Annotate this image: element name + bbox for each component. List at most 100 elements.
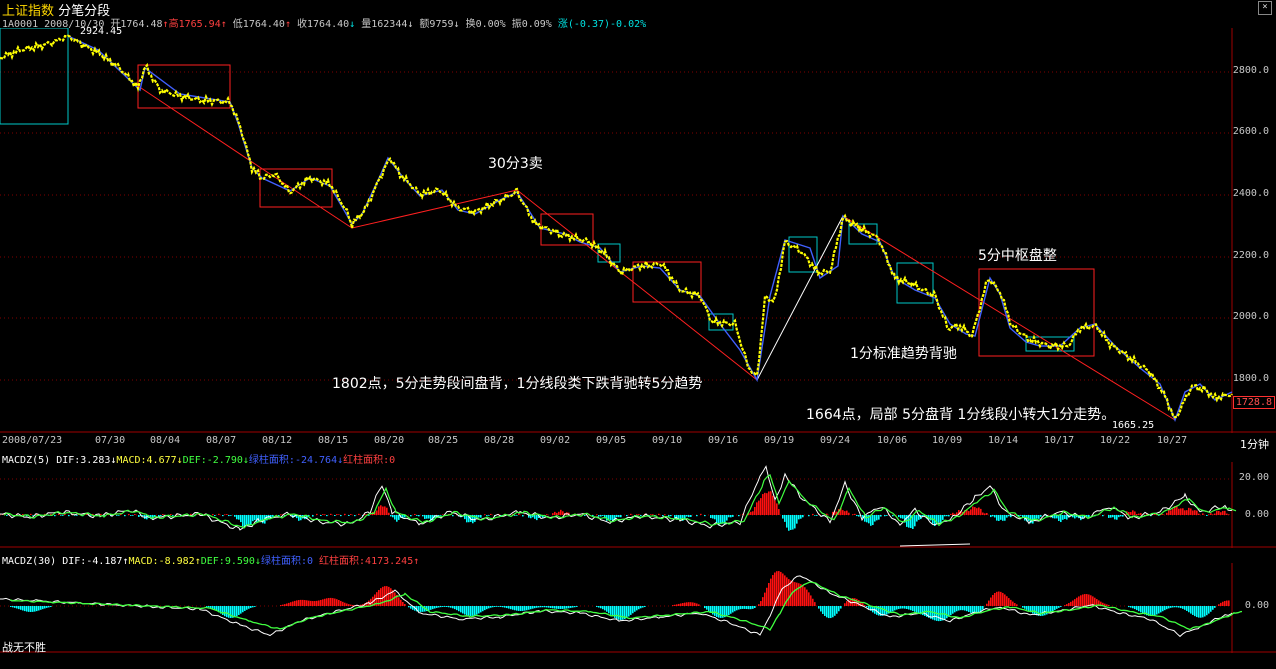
histogram-bar [1170,606,1172,608]
histogram-bar [1188,606,1190,613]
histogram-bar [1108,604,1110,606]
histogram-bar [672,605,674,606]
histogram-bar [792,515,794,530]
histogram-bar [1076,597,1078,606]
histogram-bar [1058,606,1060,608]
histogram-bar [816,515,818,516]
histogram-bar [518,606,520,611]
histogram-bar [1014,514,1016,515]
histogram-bar [6,515,8,516]
histogram-bar [230,606,232,618]
histogram-bar [490,513,492,515]
histogram-bar [1212,514,1214,515]
histogram-bar [238,606,240,615]
histogram-bar [790,515,792,530]
histogram-bar [44,606,46,609]
histogram-bar [390,588,392,606]
histogram-bar [572,606,574,608]
histogram-bar [462,606,464,614]
histogram-bar [1164,606,1166,611]
macd5-chart[interactable] [0,462,1276,548]
turnover-value: 换0.00% [465,19,506,30]
quote-bar: 1A0001 2008/10/30 开1764.48↑高1765.94↑ 低17… [2,15,646,30]
histogram-bar [544,606,546,608]
histogram-bar [946,515,948,517]
histogram-bar [1006,515,1008,518]
histogram-bar [1168,510,1170,515]
histogram-bar [956,606,958,612]
histogram-bar [598,606,600,608]
macd5-dea-line [3,474,1237,529]
histogram-bar [1192,510,1194,515]
x-tick: 08/07 [206,435,237,446]
histogram-bar [872,515,874,526]
histogram-bar [1112,515,1114,518]
histogram-bar [1192,606,1194,615]
histogram-bar [1078,596,1080,606]
histogram-bar [1056,606,1058,609]
marker-line [899,543,971,547]
histogram-bar [240,515,242,523]
main-chart[interactable] [0,28,1276,433]
histogram-bar [22,514,24,515]
histogram-bar [644,606,646,608]
down-arrow-icon: ↓ [110,455,117,466]
histogram-bar [992,515,994,517]
histogram-bar [966,509,968,515]
histogram-bar [844,511,846,515]
histogram-bar [284,604,286,606]
histogram-bar [954,606,956,613]
histogram-bar [528,515,530,518]
histogram-bar [76,515,78,516]
histogram-bar [1220,602,1222,606]
histogram-bar [876,515,878,521]
histogram-bar [1088,515,1090,518]
histogram-bar [862,515,864,519]
histogram-bar [986,603,988,606]
histogram-bar [774,500,776,515]
histogram-bar [1130,606,1132,608]
histogram-bar [1000,591,1002,606]
histogram-bar [1034,515,1036,521]
histogram-bar [618,515,620,518]
histogram-bar [924,606,926,616]
histogram-bar [680,603,682,606]
histogram-bar [620,606,622,620]
histogram-bar [726,606,728,617]
histogram-bar [804,587,806,606]
period-label[interactable]: 1分钟 [1240,438,1269,451]
histogram-bar [1226,513,1228,515]
histogram-bar [38,606,40,611]
histogram-bar [930,515,932,521]
histogram-bar [1176,606,1178,608]
histogram-bar [818,606,820,609]
histogram-bar [220,606,222,614]
histogram-bar [1102,602,1104,606]
histogram-bar [982,512,984,515]
histogram-bar [326,598,328,606]
histogram-bar [302,599,304,606]
close-icon[interactable]: × [1258,1,1272,15]
macd30-chart[interactable] [0,563,1276,653]
histogram-bar [692,602,694,606]
histogram-bar [1148,606,1150,616]
histogram-bar [298,515,300,521]
histogram-bar [972,606,974,614]
histogram-bar [248,515,250,526]
histogram-bar [236,606,238,617]
histogram-bar [172,515,174,516]
histogram-bar [866,606,868,608]
histogram-bar [1002,592,1004,606]
histogram-bar [776,571,778,606]
histogram-bar [20,606,22,610]
histogram-bar [442,514,444,515]
histogram-bar [430,515,432,521]
histogram-bar [1194,606,1196,617]
histogram-bar [980,508,982,515]
histogram-bar [1008,598,1010,606]
y-tick: 1800.0 [1232,373,1269,384]
x-tick: 07/30 [95,435,126,446]
histogram-bar [610,515,612,521]
histogram-bar [664,514,666,515]
histogram-bar [888,606,890,614]
